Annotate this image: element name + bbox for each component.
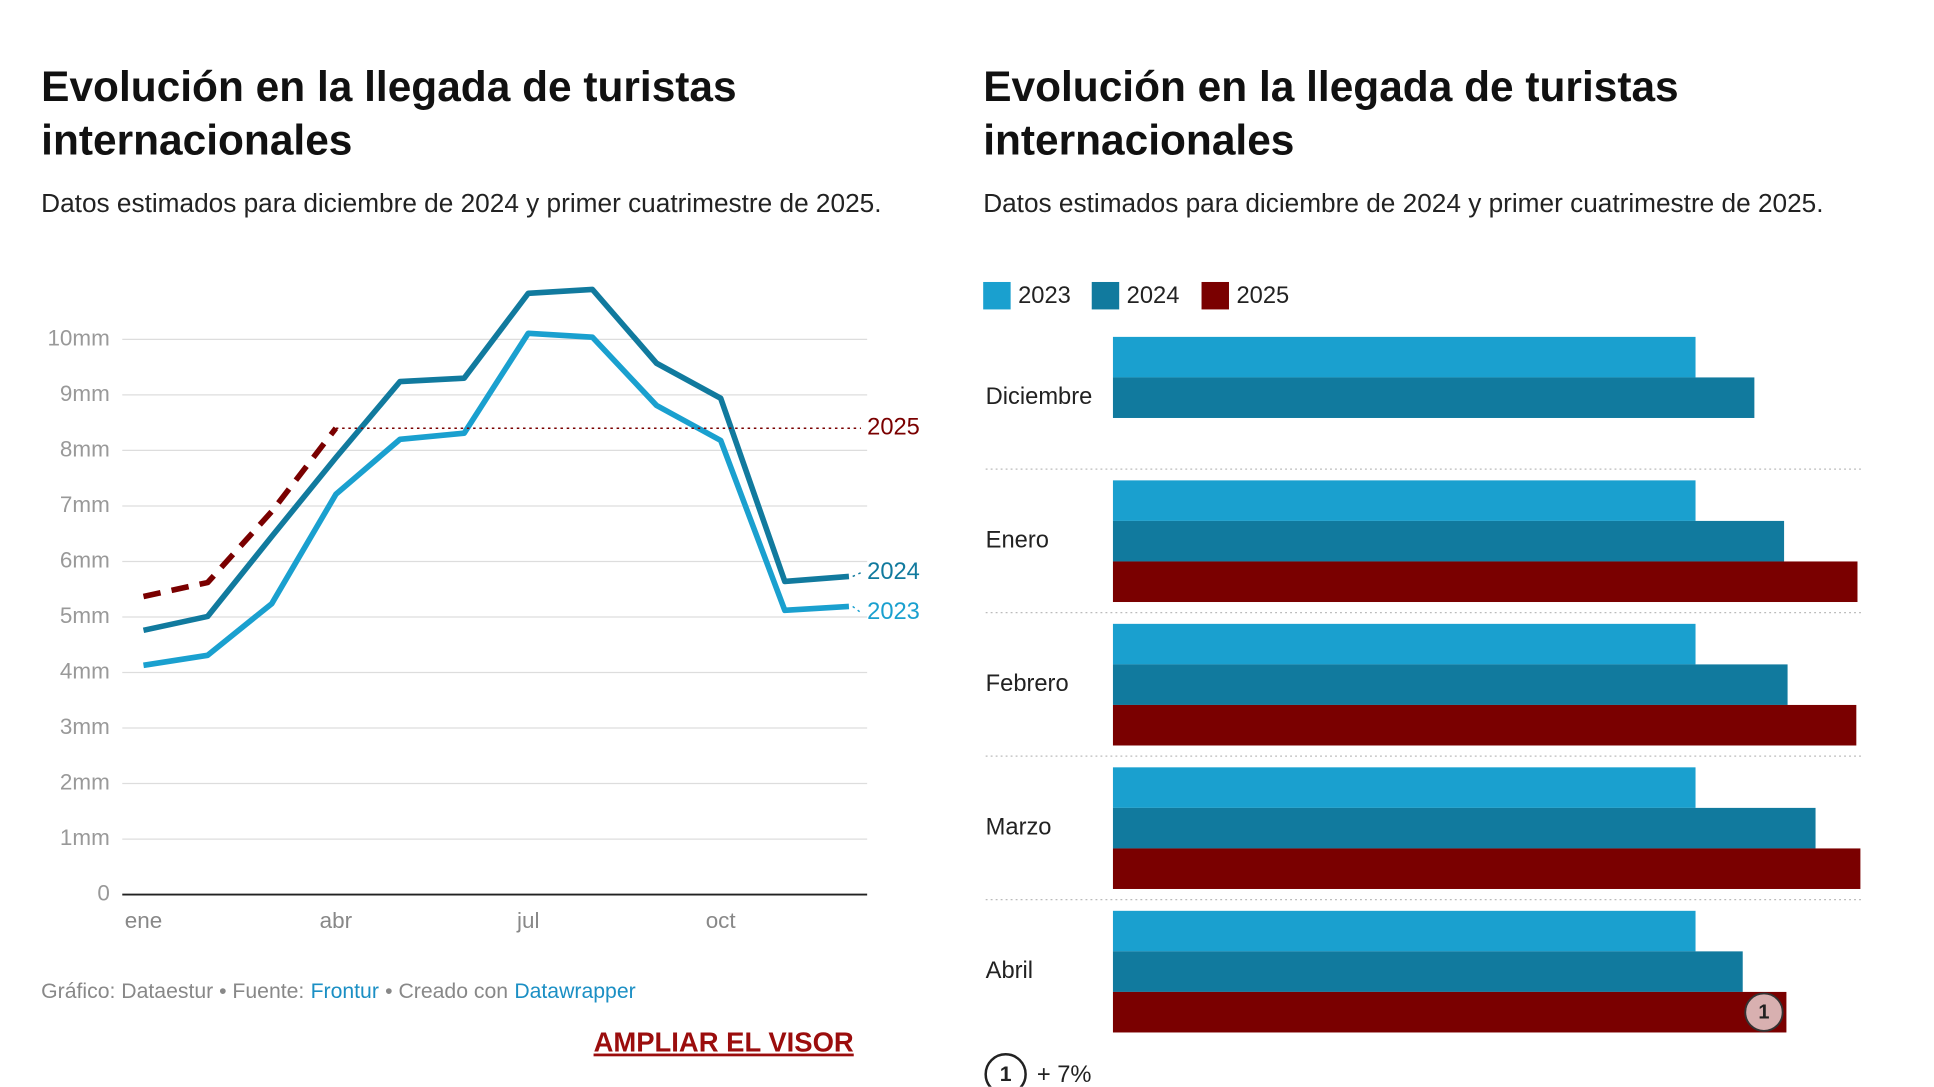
y-tick-label: 2mm	[60, 769, 110, 794]
footer-text: Gráfico: Dataestur • Fuente:	[41, 980, 304, 1003]
note-marker-label: 1	[1000, 1063, 1012, 1086]
label-connector	[852, 572, 862, 578]
y-tick-label: 0	[97, 881, 109, 906]
y-tick-label: 4mm	[60, 658, 110, 683]
category-label: Enero	[986, 527, 1049, 553]
y-tick-label: 10mm	[47, 325, 109, 350]
legend-label: 2023	[1018, 283, 1071, 309]
y-tick-label: 7mm	[60, 492, 110, 517]
bar	[1112, 991, 1787, 1033]
x-tick-label: jul	[516, 908, 539, 933]
legend-swatch	[1201, 281, 1229, 310]
series-line	[142, 286, 850, 634]
bar	[1112, 377, 1755, 418]
y-tick-label: 1mm	[60, 825, 110, 850]
legend-label: 2025	[1236, 283, 1289, 309]
annotation-marker	[1744, 992, 1784, 1032]
bar	[1112, 910, 1696, 952]
series-line	[142, 426, 339, 600]
footer: Gráfico: Dataestur • Fuente: Frontur • Cre…	[41, 980, 636, 1003]
expand-button[interactable]: AMPLIAR EL VISOR	[594, 1027, 854, 1058]
bar	[1112, 623, 1696, 665]
bar-subtitle: Datos estimados para diciembre de 2024 y…	[983, 189, 1824, 219]
bar-title: Evolución en la llegada de turistas inte…	[983, 63, 1679, 165]
bar	[1112, 336, 1696, 378]
series-label: 2023	[867, 599, 920, 625]
category-label: Marzo	[986, 814, 1052, 840]
label-connector	[852, 605, 862, 614]
x-tick-label: abr	[320, 908, 353, 933]
note-text: + 7%	[1037, 1062, 1092, 1087]
series-label: 2025	[867, 414, 920, 440]
bar	[1112, 807, 1816, 849]
footer-text: • Creado con	[385, 980, 508, 1003]
legend-swatch	[983, 281, 1011, 310]
series-label: 2024	[867, 559, 920, 585]
category-label: Abril	[986, 958, 1033, 984]
legend-swatch	[1091, 281, 1120, 310]
bar	[1112, 848, 1861, 889]
x-tick-label: oct	[706, 908, 737, 933]
annotation-marker-label: 1	[1758, 1002, 1769, 1024]
footer-link[interactable]: Datawrapper	[514, 980, 635, 1003]
category-label: Febrero	[986, 671, 1069, 697]
bar	[1112, 520, 1785, 562]
y-tick-label: 9mm	[60, 381, 110, 406]
note-marker	[984, 1053, 1027, 1087]
y-tick-label: 6mm	[60, 547, 110, 572]
series-line	[143, 330, 850, 669]
bar	[1112, 704, 1857, 746]
bar	[1112, 951, 1743, 992]
legend-label: 2024	[1127, 283, 1180, 309]
category-label: Diciembre	[986, 384, 1093, 410]
y-tick-label: 3mm	[60, 714, 110, 739]
bar	[1112, 767, 1696, 808]
line-subtitle: Datos estimados para diciembre de 2024 y…	[41, 189, 882, 219]
bar	[1112, 664, 1788, 705]
x-tick-label: ene	[125, 908, 162, 933]
y-tick-label: 5mm	[60, 603, 110, 628]
y-tick-label: 8mm	[60, 436, 110, 461]
footer-link[interactable]: Frontur	[311, 980, 379, 1003]
line-title: Evolución en la llegada de turistas inte…	[41, 63, 737, 165]
bar	[1112, 480, 1696, 521]
bar	[1112, 561, 1858, 603]
